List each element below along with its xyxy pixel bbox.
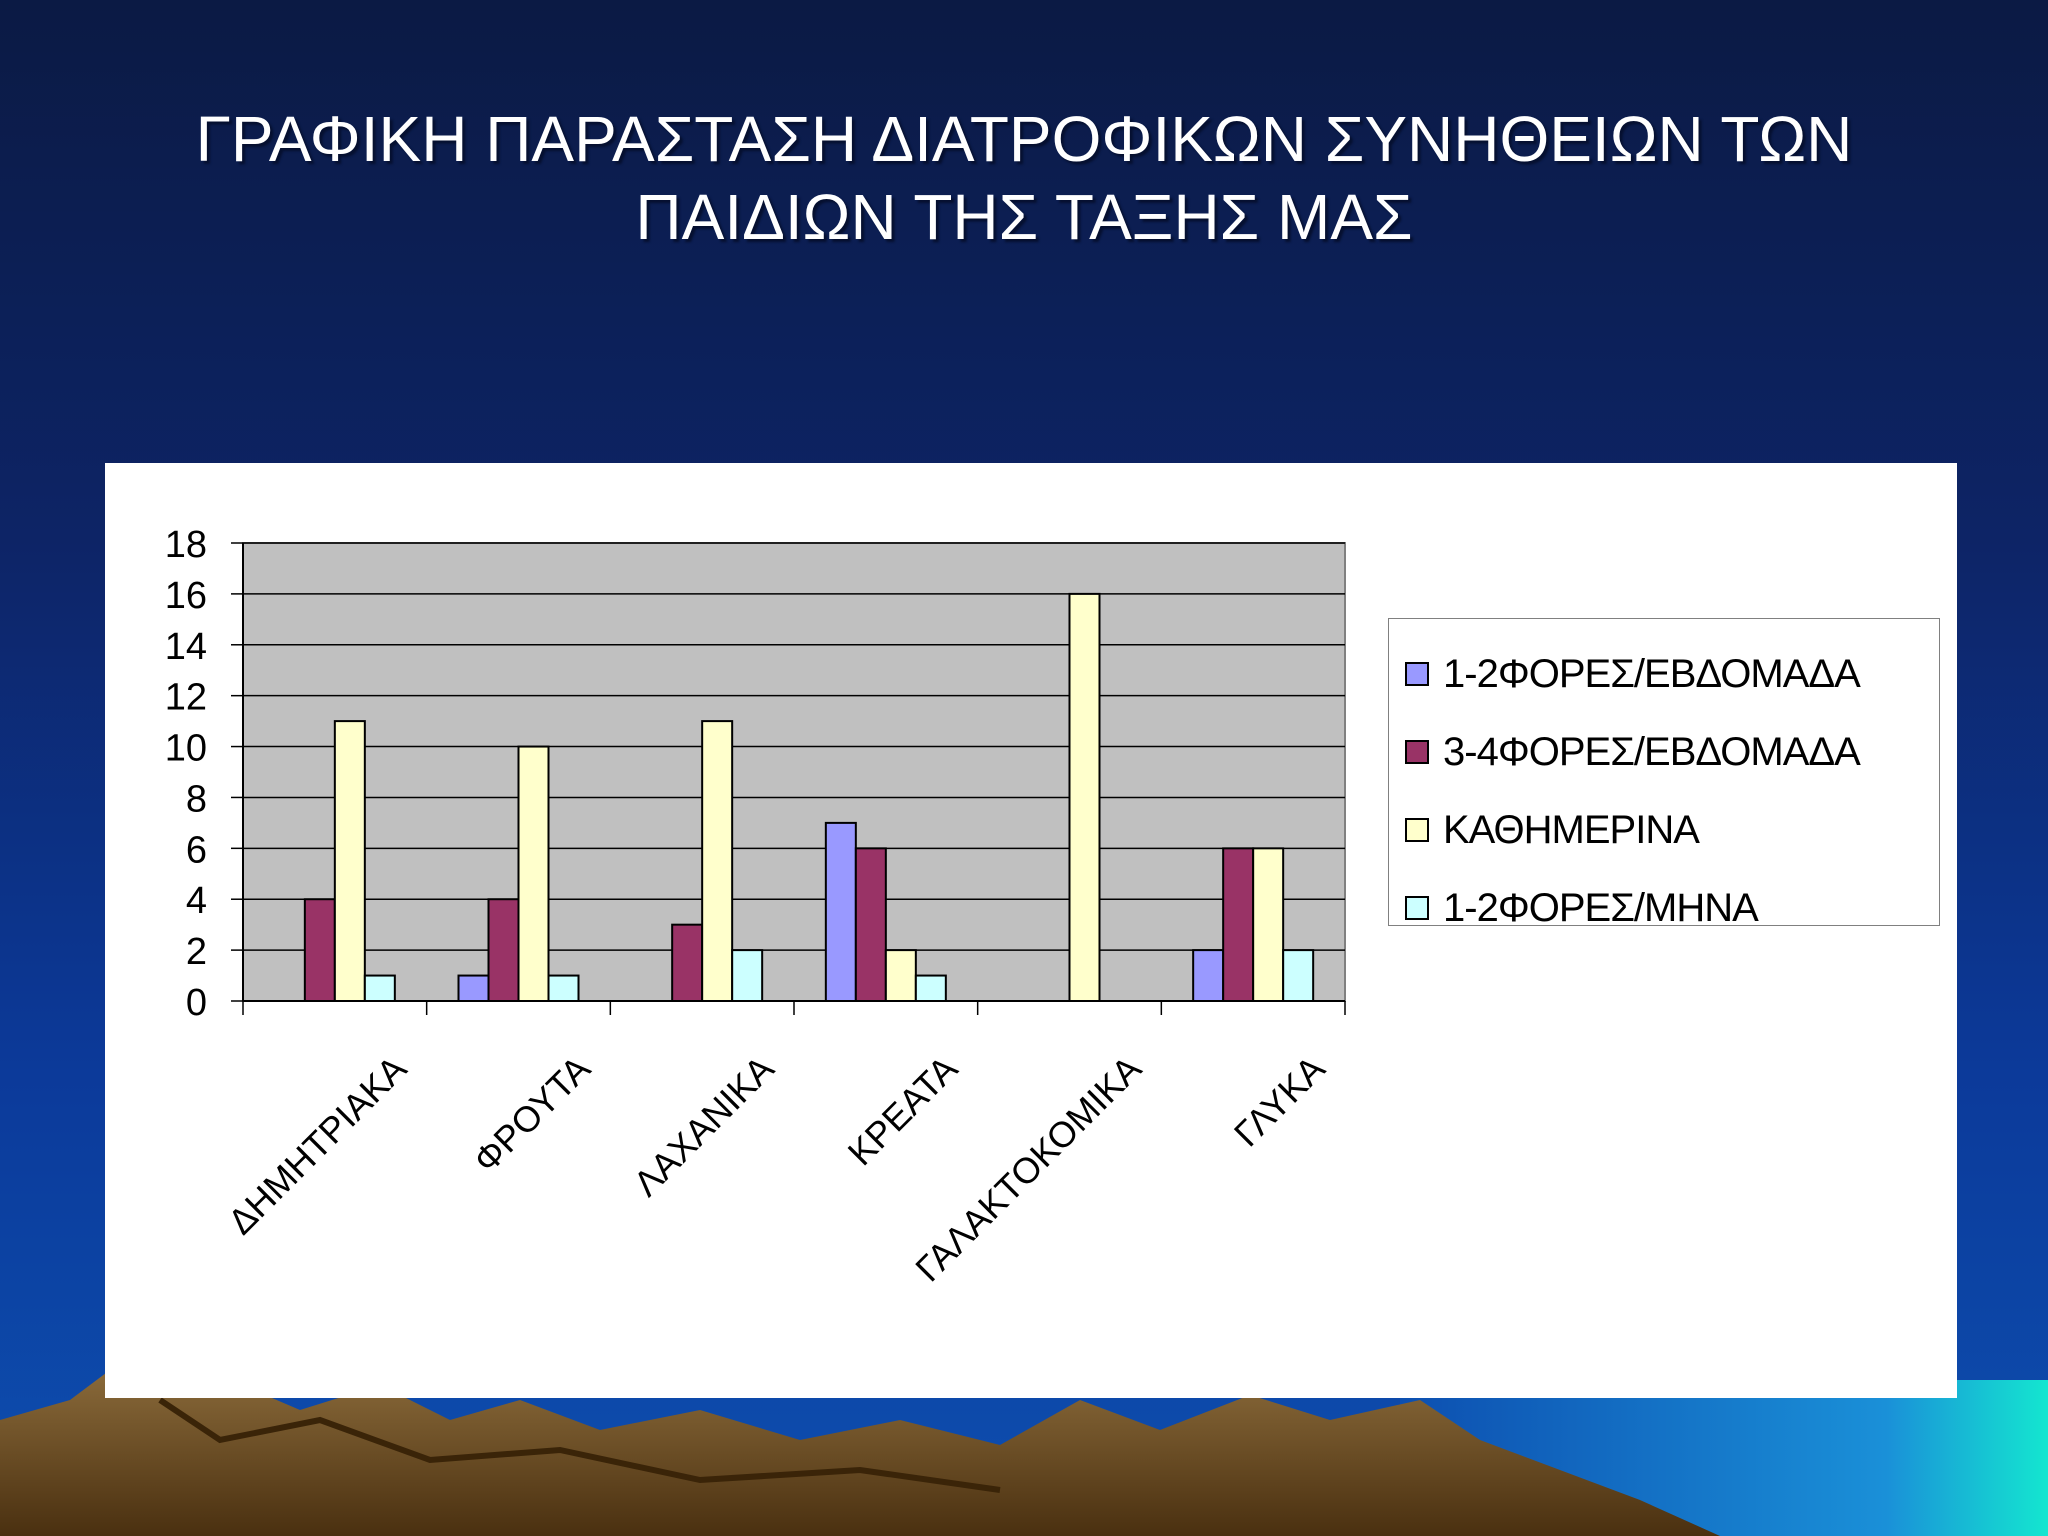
legend-label: 1-2ΦΟΡΕΣ/ΕΒΔΟΜΑΔΑ: [1443, 651, 1861, 696]
y-tick-label: 6: [186, 829, 207, 871]
bar: [1192, 949, 1225, 1003]
y-tick-label: 16: [165, 575, 207, 617]
plot-area: [242, 542, 1346, 1002]
bar: [1282, 949, 1315, 1003]
bar: [884, 949, 917, 1003]
bar: [824, 821, 857, 1002]
legend-item: 1-2ΦΟΡΕΣ/ΜΗΝΑ: [1405, 883, 1759, 933]
bar: [1068, 592, 1101, 1002]
x-tick-label: ΔΗΜΗΤΡΙΑΚΑ: [220, 1048, 415, 1243]
bar: [363, 974, 396, 1002]
bar: [731, 949, 764, 1003]
y-tick-label: 4: [186, 880, 207, 922]
bar: [487, 898, 520, 1003]
mountain-ridge: [158, 1397, 1001, 1493]
bar: [303, 898, 336, 1003]
x-tick-label: ΚΡΕΑΤΑ: [840, 1048, 966, 1174]
bar: [333, 720, 366, 1002]
legend-swatch: [1405, 662, 1429, 686]
bar: [854, 847, 887, 1003]
bar: [457, 974, 490, 1002]
title-line-2: ΠΑΙΔΙΩΝ ΤΗΣ ΤΑΞΗΣ ΜΑΣ: [635, 181, 1413, 253]
legend-item: 1-2ΦΟΡΕΣ/ΕΒΔΟΜΑΔΑ: [1405, 649, 1861, 699]
y-tick-label: 2: [186, 931, 207, 973]
y-tick-label: 18: [165, 524, 207, 566]
bar: [1222, 847, 1255, 1003]
mountain-silhouette: [0, 1370, 1720, 1536]
x-tick-label: ΛΑΧΑΝΙΚΑ: [625, 1048, 781, 1204]
y-tick-label: 8: [186, 778, 207, 820]
y-tick-label: 0: [186, 982, 207, 1024]
chart-legend: 1-2ΦΟΡΕΣ/ΕΒΔΟΜΑΔΑ 3-4ΦΟΡΕΣ/ΕΒΔΟΜΑΔΑ ΚΑΘΗ…: [1388, 618, 1940, 930]
legend-item: 3-4ΦΟΡΕΣ/ΕΒΔΟΜΑΔΑ: [1405, 727, 1861, 777]
bar: [517, 745, 550, 1002]
bar: [547, 974, 580, 1002]
bar: [701, 720, 734, 1002]
title-line-1: ΓΡΑΦΙΚΗ ΠΑΡΑΣΤΑΣΗ ΔΙΑΤΡΟΦΙΚΩΝ ΣΥΝΗΘΕΙΩΝ …: [195, 103, 1853, 175]
x-tick-label: ΦΡΟΥΤΑ: [465, 1048, 598, 1181]
bar: [671, 923, 704, 1002]
y-tick-label: 14: [165, 626, 207, 668]
slide-title: ΓΡΑΦΙΚΗ ΠΑΡΑΣΤΑΣΗ ΔΙΑΤΡΟΦΙΚΩΝ ΣΥΝΗΘΕΙΩΝ …: [100, 100, 1948, 270]
bar-chart: 0 2 4 6 8 10 12 14 16 18 ΔΗΜΗΤΡΙΑΚΑ ΦΡΟΥΤΑ ΛΑΧΑΝΙΚΑ Κ…: [165, 524, 1346, 1289]
legend-item: ΚΑΘΗΜΕΡΙΝΑ: [1405, 805, 1700, 855]
bar: [1252, 847, 1285, 1003]
chart-panel: 0 2 4 6 8 10 12 14 16 18 ΔΗΜΗΤΡΙΑΚΑ ΦΡΟΥΤΑ ΛΑΧΑΝΙΚΑ Κ…: [105, 463, 1957, 1398]
y-tick-label: 12: [165, 677, 207, 719]
x-tick-label: ΓΛΥΚΑ: [1226, 1048, 1333, 1155]
legend-label: 1-2ΦΟΡΕΣ/ΜΗΝΑ: [1443, 885, 1759, 930]
bar: [914, 974, 947, 1002]
y-tick-label: 10: [165, 728, 207, 770]
legend-label: ΚΑΘΗΜΕΡΙΝΑ: [1443, 807, 1700, 852]
legend-swatch: [1405, 818, 1429, 842]
legend-swatch: [1405, 896, 1429, 920]
legend-label: 3-4ΦΟΡΕΣ/ΕΒΔΟΜΑΔΑ: [1443, 729, 1861, 774]
legend-swatch: [1405, 740, 1429, 764]
